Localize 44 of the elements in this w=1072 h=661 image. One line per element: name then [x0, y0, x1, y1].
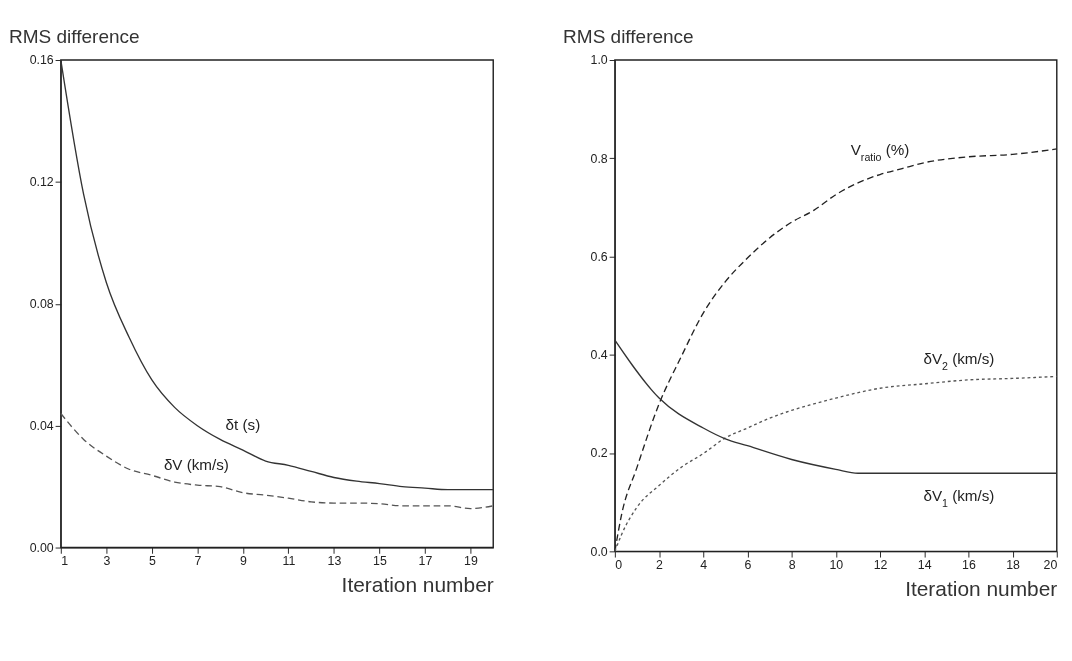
x-axis-title: Iteration number: [341, 572, 494, 596]
x-tick-label: 14: [917, 557, 932, 572]
y-tick-label: 0.08: [29, 297, 54, 312]
series-label: δV (km/s): [163, 456, 229, 474]
x-tick-label: 18: [1006, 557, 1021, 572]
y-tick-label: 1.0: [590, 53, 608, 68]
x-tick-label: 15: [373, 554, 387, 569]
x-axis-title: Iteration number: [905, 576, 1058, 600]
x-tick-label: 12: [873, 557, 888, 572]
line-series: [60, 412, 494, 510]
line-series: [60, 59, 494, 491]
x-tick-label: 20: [1043, 557, 1058, 572]
x-tick-label: 7: [194, 554, 202, 569]
x-tick-label: 0: [615, 557, 623, 572]
y-tick-label: 0.00: [29, 540, 54, 555]
y-axis-title: RMS difference: [9, 26, 140, 48]
x-tick-label: 10: [829, 557, 844, 572]
y-tick-label: 0.6: [590, 249, 608, 264]
y-tick-label: 0.8: [590, 151, 608, 166]
x-tick-label: 1: [61, 554, 69, 569]
series-label: V$_{ratio}$ (%): [850, 140, 910, 163]
x-tick-label: 9: [239, 554, 247, 569]
x-tick-label: 3: [103, 554, 111, 569]
x-tick-label: 2: [656, 557, 664, 572]
y-tick-label: 0.2: [590, 446, 608, 461]
x-tick-label: 8: [788, 557, 796, 572]
x-tick-label: 6: [744, 557, 752, 572]
series-label: δV$_{2}$ (km/s): [923, 349, 995, 372]
y-tick-label: 0.04: [29, 418, 54, 433]
x-tick-label: 16: [962, 557, 976, 572]
series-label: δt (s): [225, 416, 261, 434]
x-tick-label: 13: [327, 554, 342, 569]
x-tick-label: 4: [700, 557, 708, 572]
y-tick-label: 0.12: [29, 175, 54, 190]
y-tick-label: 0.16: [29, 53, 54, 68]
x-tick-label: 19: [464, 554, 478, 569]
y-tick-label: 0.4: [590, 348, 608, 363]
x-tick-label: 5: [148, 554, 156, 569]
x-tick-label: 17: [418, 554, 433, 569]
y-tick-label: 0.0: [590, 544, 608, 559]
line-series: [614, 339, 1058, 474]
y-axis-title: RMS difference: [563, 26, 694, 48]
x-tick-label: 11: [282, 554, 296, 569]
series-label: δV$_{1}$ (km/s): [923, 486, 995, 509]
